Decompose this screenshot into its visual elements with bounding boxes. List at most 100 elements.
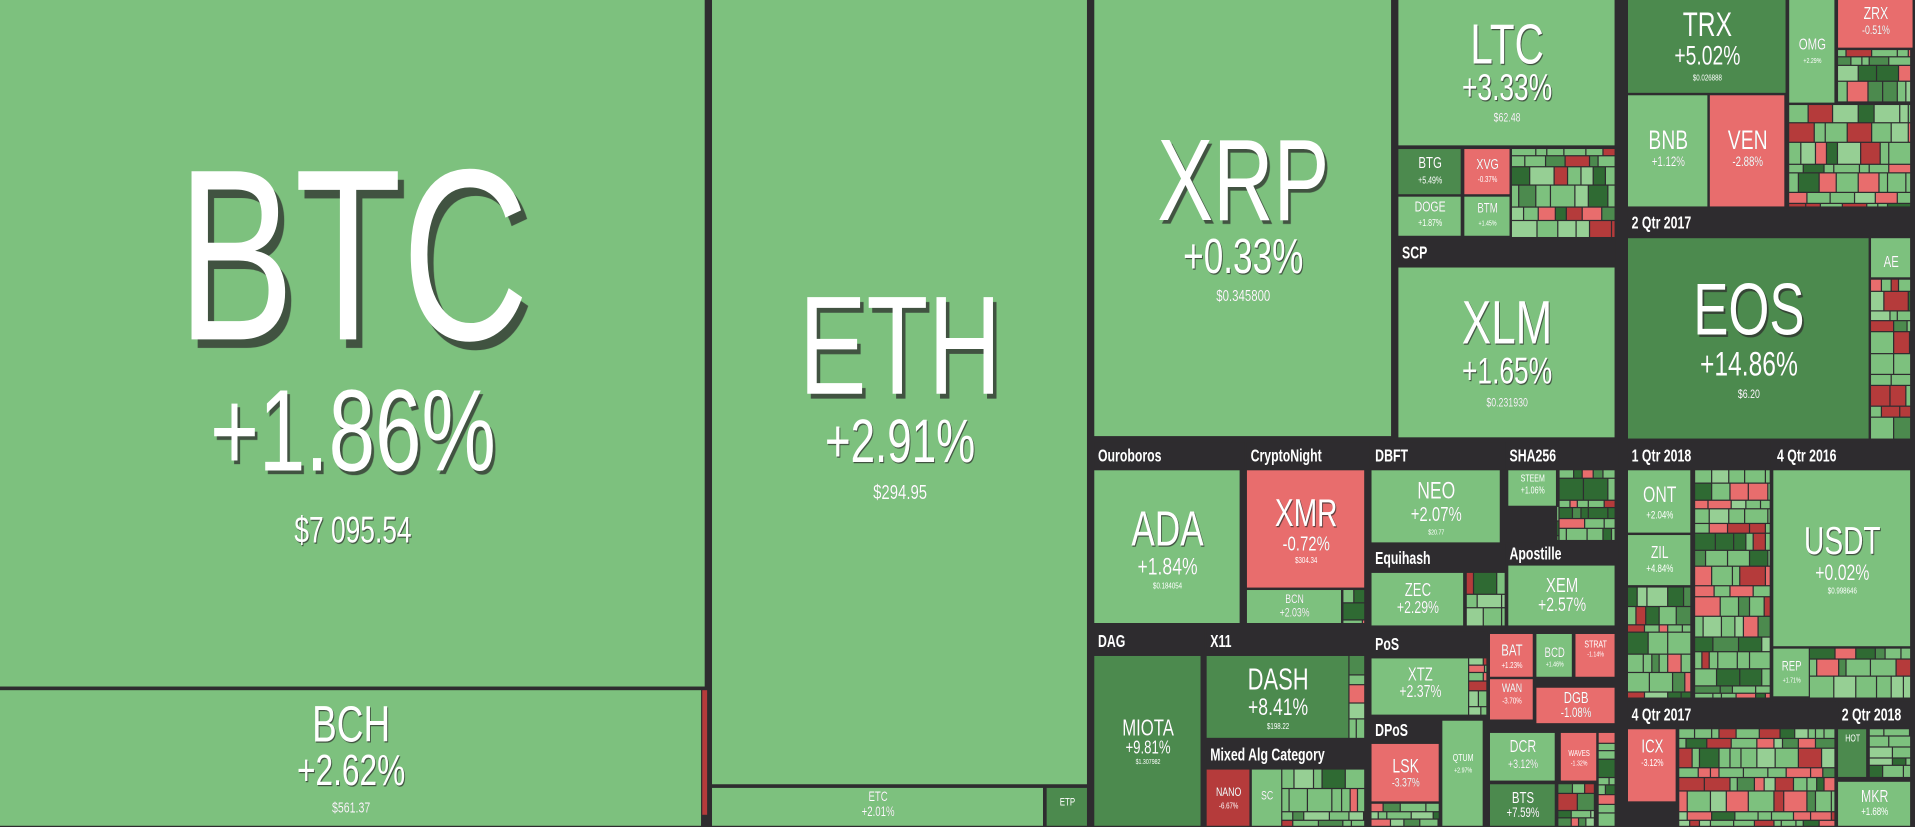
mini-tile <box>1695 616 1703 637</box>
group-header <box>1627 442 1771 470</box>
mini-tile <box>1637 587 1647 606</box>
coin-change-wrap: +1.12% <box>1652 155 1685 170</box>
coin-price-wrap: $0.998646 <box>1828 585 1857 595</box>
coin-price-wrap: $0.184054 <box>1153 581 1182 591</box>
mini-tile <box>1774 820 1781 826</box>
coin-symbol-wrap: WAVES <box>1568 748 1590 758</box>
mini-tile <box>1559 528 1566 540</box>
mini-tile <box>1559 470 1574 478</box>
coin-symbol-wrap: STEEM <box>1521 472 1545 483</box>
mini-tile <box>1862 57 1869 65</box>
mini-tile <box>1519 185 1536 207</box>
coin-symbol-wrap: EOS <box>1693 268 1804 351</box>
mini-tile <box>1695 729 1712 738</box>
coin-symbol: XTZ <box>1408 665 1433 685</box>
coin-tile <box>1536 687 1615 724</box>
mini-tile <box>1737 778 1754 791</box>
mini-tile <box>1566 207 1582 220</box>
coin-symbol: MKR <box>1861 788 1889 806</box>
coin-symbol-wrap: ZIL <box>1651 544 1669 562</box>
coin-symbol-wrap: BCH <box>312 697 390 753</box>
coin-symbol: ADA <box>1131 502 1204 557</box>
mini-tile <box>1558 221 1576 237</box>
coin-price-wrap: $62.48 <box>1494 111 1521 125</box>
mini-tile <box>1737 652 1749 669</box>
mini-tile <box>1466 608 1483 626</box>
mini-tile <box>1282 769 1294 788</box>
mini-tile <box>1314 769 1322 788</box>
coin-change-wrap: +3.12% <box>1508 758 1538 772</box>
mini-tile <box>1720 597 1738 616</box>
mini-tile <box>1511 207 1523 220</box>
mini-tile <box>1750 652 1770 669</box>
mini-tile <box>1536 149 1547 156</box>
mini-tile <box>1740 669 1762 686</box>
mini-tile <box>1308 789 1332 812</box>
mini-tile <box>1319 820 1343 826</box>
coin-symbol: TRX <box>1683 6 1732 44</box>
mini-tile <box>1511 167 1530 185</box>
mini-tile <box>1869 758 1892 765</box>
mini-tile <box>1838 81 1847 102</box>
coin-symbol-wrap: REP <box>1782 659 1802 674</box>
mini-tile <box>1796 820 1803 826</box>
mini-tile <box>1846 50 1872 57</box>
mini-tile <box>1734 820 1754 826</box>
mini-tile <box>1729 509 1745 523</box>
coin-change-wrap: +1.45% <box>1479 220 1497 228</box>
coin-change: -0.37% <box>1478 174 1498 184</box>
mini-tile <box>1871 417 1894 439</box>
group-label: SCP <box>1402 245 1427 263</box>
mini-tile <box>1889 164 1911 173</box>
mini-tile <box>1603 470 1615 478</box>
coin-symbol-wrap: BCD <box>1545 646 1565 661</box>
mini-tile <box>1717 669 1740 686</box>
coin-tile <box>1560 732 1597 781</box>
mini-tile <box>1573 508 1581 518</box>
mini-tile <box>1827 142 1837 164</box>
coin-symbol: STEEM <box>1521 472 1545 483</box>
mini-tile <box>1798 748 1821 768</box>
coin-price-wrap: $304.34 <box>1295 555 1317 565</box>
mini-tile <box>1816 729 1824 738</box>
coin-tile <box>1094 470 1240 623</box>
coin-symbol-wrap: ETH <box>799 266 1001 423</box>
mini-tile <box>1668 692 1681 698</box>
mini-tile <box>1789 123 1814 142</box>
coin-change-wrap: +5.02% <box>1674 40 1740 70</box>
mini-tile <box>1894 417 1911 439</box>
mini-tile <box>1695 669 1716 686</box>
mini-tile <box>1588 500 1604 507</box>
mini-tile <box>1466 594 1477 608</box>
mini-tile <box>1879 173 1887 192</box>
mini-tile <box>1351 820 1365 826</box>
mini-tile <box>1289 789 1307 812</box>
mini-tile <box>1867 204 1878 207</box>
mini-tile <box>1762 669 1770 686</box>
mini-tile <box>1784 791 1807 812</box>
mini-tile <box>1700 748 1719 768</box>
mini-tile <box>1906 173 1911 192</box>
coin-symbol: WAN <box>1502 682 1522 696</box>
mini-tile <box>1579 818 1586 826</box>
coin-tile <box>1094 655 1201 826</box>
mini-tile <box>1774 791 1784 812</box>
mini-tile <box>1404 819 1420 826</box>
mini-tile <box>1477 594 1501 608</box>
mini-tile <box>1343 620 1362 623</box>
coin-tile <box>1371 572 1464 626</box>
mini-tile <box>1481 707 1487 715</box>
coin-change-wrap: -0.37% <box>1478 174 1498 184</box>
coin-symbol-wrap: XRP <box>1157 116 1329 246</box>
mini-tile <box>1692 748 1699 768</box>
coin-symbol-wrap: SC <box>1261 789 1273 803</box>
group-label-wrap: Mixed Alg Category <box>1210 747 1325 765</box>
mini-tile <box>1400 803 1426 812</box>
coin-change-wrap: +1.86% <box>210 366 496 496</box>
mini-tile <box>1893 758 1906 765</box>
mini-tile <box>1636 607 1646 625</box>
mini-tile <box>1612 528 1615 540</box>
mini-tile <box>1729 470 1745 483</box>
mini-tile <box>1756 693 1765 698</box>
coin-tile <box>1709 95 1785 207</box>
